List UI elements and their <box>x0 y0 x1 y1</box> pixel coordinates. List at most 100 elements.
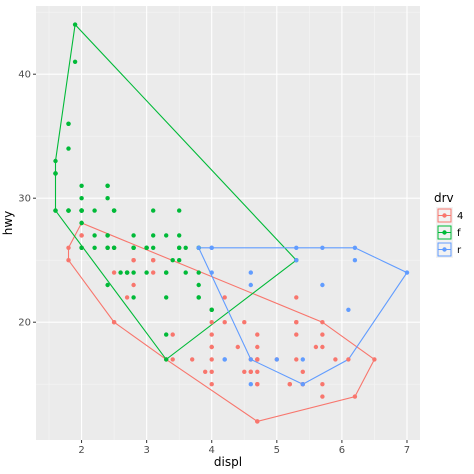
point-f <box>66 146 71 151</box>
point-4 <box>151 258 156 263</box>
point-f <box>92 208 97 213</box>
minor-gridlines <box>36 6 420 440</box>
point-f <box>66 121 71 127</box>
point-4 <box>313 344 319 350</box>
point-4 <box>209 320 214 325</box>
x-axis-ticks: 2 3 4 5 6 7 <box>78 440 410 456</box>
point-4 <box>124 295 130 300</box>
y-axis-ticks: 20 30 40 <box>18 70 36 329</box>
point-r <box>346 307 351 312</box>
point-4 <box>66 258 71 263</box>
legend-point-r <box>442 247 447 252</box>
point-r <box>294 245 299 250</box>
point-4 <box>255 419 260 424</box>
x-tick-label: 6 <box>339 445 345 456</box>
point-4 <box>333 357 338 362</box>
point-4 <box>151 270 156 275</box>
point-r <box>352 245 358 250</box>
point-f <box>164 295 169 300</box>
point-f <box>164 332 169 337</box>
legend-label-f: f <box>457 228 461 239</box>
x-tick-label: 3 <box>143 445 149 456</box>
point-f <box>151 245 156 250</box>
legend-point-f <box>442 230 447 235</box>
point-r <box>300 382 305 387</box>
legend-title: drv <box>434 191 454 205</box>
point-f <box>196 295 201 300</box>
point-4 <box>320 344 325 350</box>
y-tick-label: 30 <box>18 194 31 205</box>
point-4 <box>352 394 358 399</box>
point-4 <box>170 357 175 362</box>
point-f <box>79 183 84 188</box>
point-f <box>92 233 97 238</box>
point-f <box>183 245 188 250</box>
point-f <box>92 245 97 250</box>
x-tick-label: 5 <box>274 445 280 456</box>
point-f <box>53 208 58 213</box>
y-axis-title: hwy <box>1 211 15 236</box>
point-r <box>294 258 299 263</box>
point-4 <box>255 357 260 362</box>
point-f <box>177 233 182 238</box>
legend-box-4 <box>437 208 452 223</box>
point-r <box>196 245 201 250</box>
plot-panel <box>36 6 420 440</box>
point-4 <box>131 282 136 288</box>
point-f <box>177 245 182 250</box>
point-f <box>53 158 58 164</box>
point-f <box>105 183 110 188</box>
point-f <box>105 245 110 250</box>
point-f <box>170 258 175 263</box>
point-f <box>144 270 149 275</box>
point-f <box>131 245 136 250</box>
point-f <box>151 208 156 213</box>
point-f <box>131 233 136 238</box>
point-f <box>209 307 214 312</box>
point-r <box>222 357 227 362</box>
legend: drv 4 fr <box>434 191 463 258</box>
point-r <box>209 245 214 250</box>
point-f <box>177 208 182 213</box>
point-f <box>164 270 169 275</box>
point-4 <box>66 245 71 250</box>
point-4 <box>287 382 292 387</box>
point-f <box>105 196 110 201</box>
point-4 <box>242 320 247 325</box>
point-4 <box>346 357 351 362</box>
point-4 <box>111 320 117 325</box>
point-r <box>274 357 279 362</box>
point-4 <box>222 320 227 325</box>
legend-label-4: 4 <box>457 211 463 222</box>
point-4 <box>131 258 136 263</box>
legend-keys: 4 fr <box>436 207 463 258</box>
point-r <box>300 357 305 362</box>
hull-4 <box>67 222 376 422</box>
point-4 <box>320 382 325 387</box>
point-4 <box>209 332 214 337</box>
point-f <box>164 357 169 362</box>
point-4 <box>248 369 253 374</box>
point-r <box>248 382 253 387</box>
hull-f <box>54 23 298 361</box>
legend-label-r: r <box>457 245 462 256</box>
point-r <box>352 258 358 263</box>
point-f <box>131 295 136 300</box>
point-f <box>79 196 84 201</box>
point-4 <box>294 357 299 362</box>
point-r <box>209 270 214 275</box>
point-r <box>248 270 253 275</box>
point-r <box>404 270 410 275</box>
point-f <box>118 270 123 275</box>
point-4 <box>300 369 305 374</box>
point-r <box>320 245 325 250</box>
point-r <box>248 357 253 362</box>
point-f <box>53 171 58 176</box>
point-4 <box>255 344 260 350</box>
point-4 <box>320 332 325 337</box>
point-f <box>66 208 71 213</box>
point-4 <box>203 369 208 374</box>
legend-box-r <box>437 242 452 257</box>
point-4 <box>209 344 214 350</box>
point-f <box>105 282 110 288</box>
